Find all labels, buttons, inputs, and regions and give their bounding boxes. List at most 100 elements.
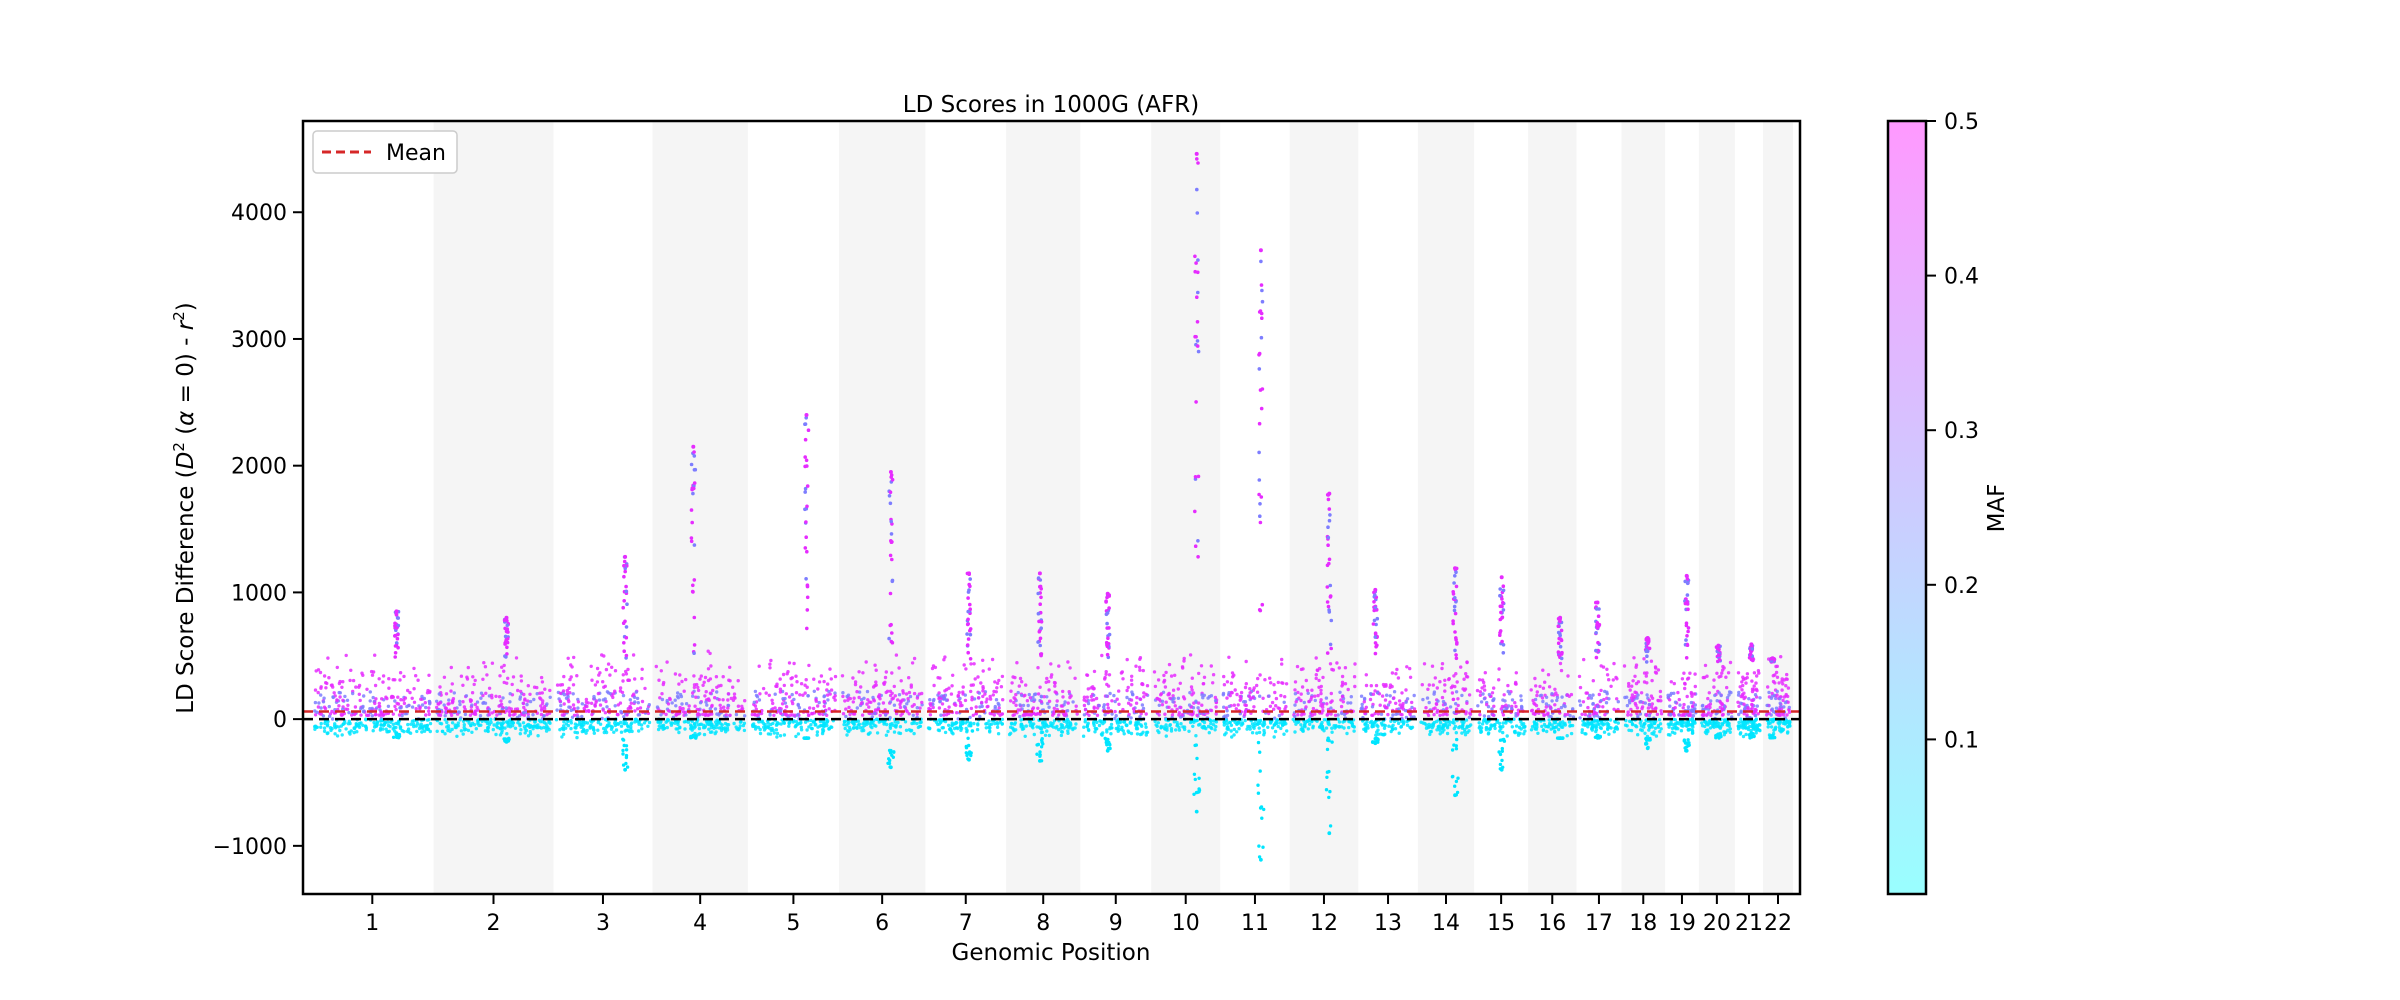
data-point [706, 649, 710, 653]
data-point [450, 721, 455, 725]
min-point [1453, 793, 1457, 798]
data-point [984, 722, 988, 726]
data-point [595, 680, 600, 684]
data-point [616, 712, 620, 717]
data-point [410, 696, 414, 700]
data-point [905, 709, 909, 714]
data-point [1634, 725, 1639, 729]
data-point [980, 700, 984, 705]
data-point [1598, 725, 1603, 730]
data-point [1405, 697, 1410, 701]
data-point [1397, 707, 1401, 711]
data-point [1052, 706, 1057, 710]
data-point [1235, 730, 1239, 734]
data-point [1257, 844, 1261, 848]
data-point [1110, 699, 1114, 703]
data-point [1680, 677, 1685, 681]
data-point [752, 722, 756, 726]
peak-point [1645, 636, 1650, 640]
data-point [1321, 675, 1325, 680]
data-point [904, 728, 909, 732]
data-point [892, 703, 897, 707]
data-point [1181, 695, 1186, 699]
data-point [1567, 720, 1572, 724]
data-point [1319, 684, 1324, 689]
data-point [877, 693, 882, 697]
data-point [335, 665, 339, 670]
data-point [1196, 290, 1200, 295]
data-point [596, 691, 601, 696]
data-point [1020, 680, 1024, 684]
data-point [479, 696, 483, 700]
data-point [862, 728, 866, 733]
data-point [1454, 702, 1458, 706]
data-point [384, 695, 388, 699]
data-point [621, 679, 625, 683]
data-point [1173, 704, 1178, 708]
data-point [665, 698, 669, 703]
data-point [1340, 711, 1344, 716]
data-point [1053, 681, 1057, 685]
data-point [1266, 725, 1270, 729]
data-point [1153, 684, 1158, 689]
data-point [427, 706, 431, 710]
data-point [1200, 703, 1204, 707]
data-point [318, 670, 323, 675]
data-point [684, 719, 688, 724]
chromosome-bands [433, 121, 1793, 894]
data-point [1454, 570, 1458, 574]
data-point [1207, 694, 1212, 699]
data-point [1435, 728, 1439, 732]
data-point [1322, 729, 1326, 733]
data-point [1202, 693, 1207, 697]
data-point [1209, 664, 1214, 668]
data-point [1067, 690, 1071, 694]
data-point [621, 748, 625, 753]
data-point [1260, 299, 1265, 304]
data-point [526, 699, 530, 703]
data-point [1117, 689, 1121, 693]
data-point [496, 721, 500, 725]
data-point [361, 704, 365, 709]
data-point [317, 701, 321, 705]
data-point [1109, 722, 1114, 727]
data-point [635, 696, 640, 701]
data-point [1230, 735, 1234, 739]
data-point [1306, 719, 1311, 723]
data-point [576, 700, 581, 704]
data-point [909, 683, 913, 687]
data-point [1654, 666, 1658, 670]
data-point [956, 693, 960, 698]
data-point [1503, 699, 1507, 703]
data-point [321, 714, 326, 718]
data-point [1102, 720, 1107, 724]
data-point [1463, 733, 1468, 737]
data-point [883, 713, 888, 717]
data-point [1462, 688, 1467, 692]
data-point [990, 657, 995, 662]
data-point [1192, 792, 1196, 796]
data-point [646, 724, 650, 728]
data-point [1236, 703, 1240, 707]
data-point [542, 705, 547, 709]
data-point [1036, 640, 1040, 644]
data-point [371, 729, 375, 733]
data-point [1510, 725, 1515, 729]
data-point [539, 704, 543, 708]
data-point [381, 723, 386, 728]
data-point [892, 730, 897, 734]
data-point [1379, 712, 1384, 716]
data-point [719, 706, 723, 711]
data-point [753, 713, 757, 717]
data-point [1259, 805, 1264, 809]
data-point [692, 674, 696, 678]
data-point [371, 695, 375, 700]
data-point [1045, 676, 1049, 681]
data-point [622, 649, 626, 653]
data-point [1685, 677, 1690, 681]
data-point [804, 577, 808, 581]
data-point [823, 712, 827, 716]
data-point [625, 765, 630, 769]
data-point [603, 684, 607, 688]
data-point [1336, 717, 1340, 721]
